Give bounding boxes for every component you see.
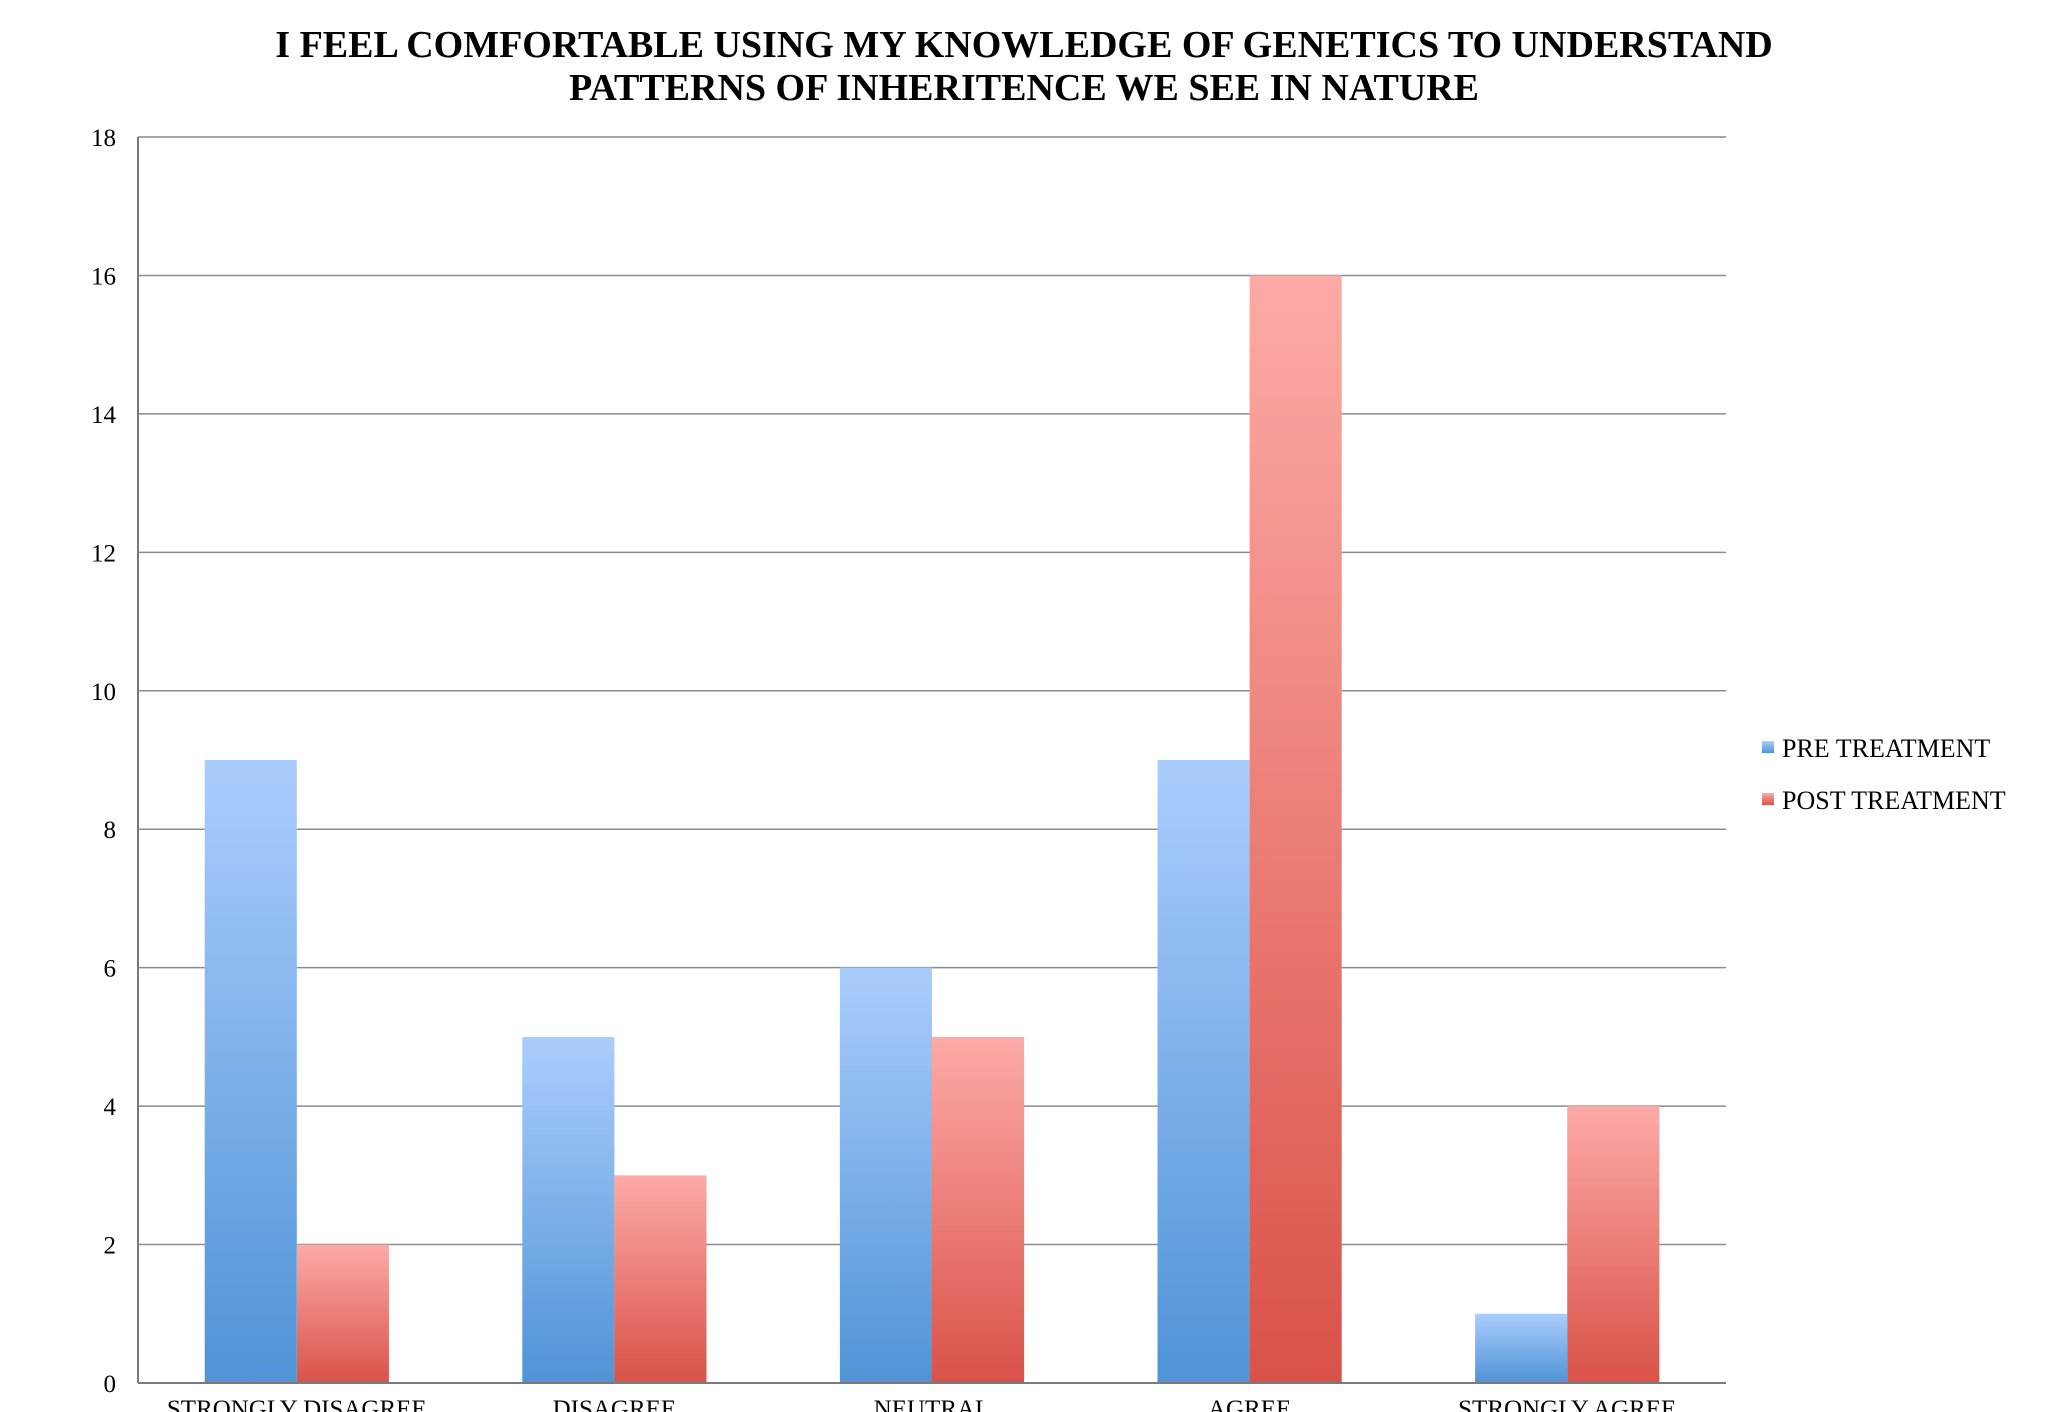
y-tick-label: 14 [91, 402, 117, 429]
y-tick-label: 8 [104, 817, 117, 844]
bars [204, 275, 1660, 1383]
bar-post-treatment [932, 1036, 1025, 1383]
x-category-label: NEUTRAL [874, 1396, 991, 1412]
bar-post-treatment [614, 1175, 707, 1383]
legend-label-pre-treatment: PRE TREATMENT [1782, 734, 1990, 763]
bar-pre-treatment [522, 1036, 615, 1383]
y-tick-label: 12 [91, 540, 116, 567]
gridlines [138, 136, 1726, 1246]
bar-pre-treatment [204, 760, 297, 1383]
y-tick-label: 16 [91, 263, 116, 290]
y-tick-label: 18 [91, 125, 116, 152]
axes [137, 137, 1726, 1384]
y-tick-label: 0 [104, 1371, 117, 1398]
x-axis-categories: STRONGLY DISAGREE DISAGREE NEUTRAL AGREE STR… [167, 1396, 1676, 1412]
chart-title-line-2: PATTERNS OF INHERITENCE WE SEE IN NATURE [569, 67, 1479, 109]
legend-swatch-pre-treatment [1762, 741, 1774, 753]
y-axis-ticks: 0 2 4 6 8 10 12 14 16 18 [91, 125, 117, 1398]
bar-post-treatment [1249, 275, 1342, 1383]
y-tick-label: 4 [104, 1094, 117, 1121]
y-tick-label: 2 [104, 1233, 117, 1260]
y-tick-label: 10 [91, 679, 116, 706]
y-tick-label: 6 [104, 956, 117, 983]
bar-pre-treatment [839, 967, 932, 1383]
bar-post-treatment [296, 1244, 389, 1383]
x-category-label: AGREE [1208, 1396, 1291, 1412]
legend-swatch-post-treatment [1762, 793, 1774, 805]
x-category-label: DISAGREE [553, 1396, 677, 1412]
legend: PRE TREATMENT POST TREATMENT [1762, 734, 2006, 815]
chart-title-line-1: I FEEL COMFORTABLE USING MY KNOWLEDGE OF… [275, 24, 1772, 66]
x-category-label: STRONGLY AGREE [1458, 1396, 1676, 1412]
bar-pre-treatment [1475, 1313, 1568, 1383]
legend-label-post-treatment: POST TREATMENT [1782, 786, 2006, 815]
x-category-label: STRONGLY DISAGREE [167, 1396, 427, 1412]
bar-pre-treatment [1157, 760, 1250, 1383]
bar-post-treatment [1567, 1106, 1660, 1383]
